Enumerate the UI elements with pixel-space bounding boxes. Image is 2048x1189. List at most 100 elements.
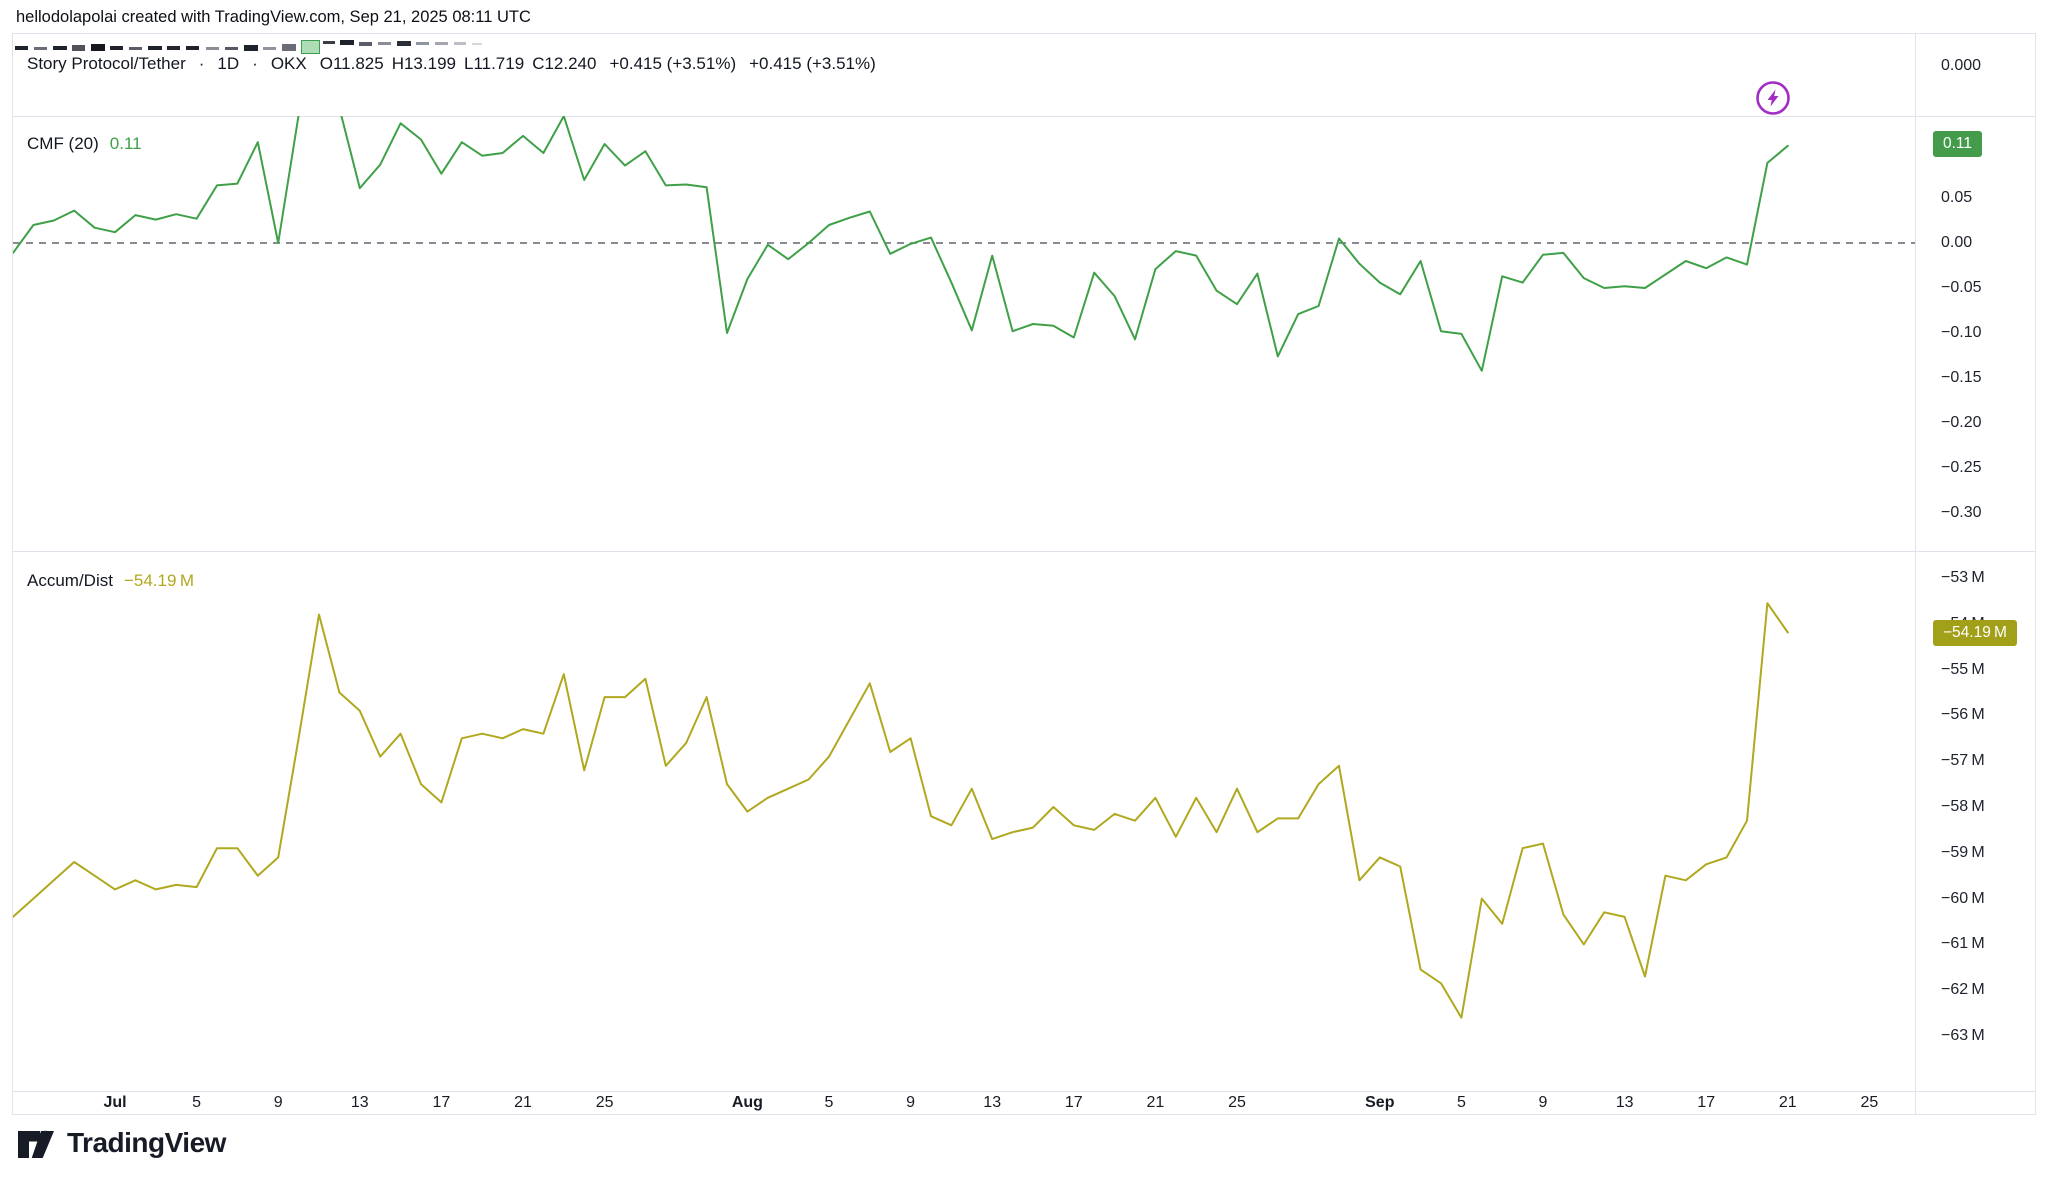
time-label-day: 9 [1538,1094,1548,1111]
candle [167,46,180,50]
time-label-day: 21 [1778,1094,1797,1111]
price-scale[interactable]: 0.000 0.100.050.00−0.05−0.10−0.15−0.20−0… [1916,34,2034,1091]
candle [91,44,105,51]
time-label-day: 25 [595,1094,614,1111]
accum-axis-tick: −56 M [1941,706,1985,724]
candle [416,42,429,45]
accum-axis-tick: −57 M [1941,752,1985,770]
candle [263,47,276,50]
accum-axis-tick: −58 M [1941,798,1985,815]
accum-dist-line-series [13,602,1789,1019]
candle [53,46,67,50]
change-value-repeat: +0.415 (+3.51%) [749,54,876,73]
candle [454,42,466,45]
candle [15,46,28,50]
candle [435,42,448,45]
time-label-day: 13 [350,1094,369,1111]
symbol-legend: Story Protocol/Tether · 1D · OKX O11.825… [27,54,876,74]
candle [378,42,391,45]
time-label-day: 13 [1615,1094,1634,1111]
time-label-month: Aug [731,1094,763,1111]
symbol-interval[interactable]: 1D [217,54,240,73]
tradingview-logo-icon [18,1130,54,1158]
cmf-axis-tick: −0.05 [1941,279,1982,296]
legend-separator: · [252,54,258,73]
accum-axis-tick: −59 M [1941,843,1985,861]
ohlc-close: C12.240 [532,54,597,73]
lightning-icon[interactable] [1751,76,1795,120]
candle [206,47,219,50]
ohlc-high: H13.199 [391,54,456,73]
accum-axis-tick: −62 M [1941,981,1985,999]
cmf-axis-tick: −0.25 [1941,459,1982,476]
time-label-day: 13 [983,1094,1002,1111]
candle [472,43,482,45]
cmf-legend: CMF (20) 0.11 [27,134,142,154]
cmf-axis-tick: 0.00 [1941,234,1973,251]
time-label-day: 17 [432,1094,451,1111]
accum-last-value-badge: −54.19 M [1933,619,2017,646]
ohlc-low: L11.719 [463,54,525,73]
time-label-day: 5 [1456,1094,1466,1111]
legend-separator: · [198,54,205,73]
attribution-text: hellodolapolai created with TradingView.… [16,8,531,26]
candle [34,47,47,50]
pane-separator[interactable] [13,116,2035,117]
price-pane-tick: 0.000 [1941,57,1982,74]
accum-axis-tick: −63 M [1941,1027,1985,1044]
price-scale-separator [1915,34,1916,1114]
cmf-last-value-badge: 0.11 [1933,131,1983,157]
time-axis-separator [13,1091,2035,1092]
candle [340,40,354,45]
accum-axis-tick: −61 M [1941,935,1985,953]
candle [397,41,411,46]
time-label-day: 17 [1064,1094,1083,1111]
time-label-day: 5 [824,1094,834,1111]
cmf-axis-tick: −0.15 [1941,369,1982,386]
cmf-value: 0.11 [109,134,142,153]
cmf-pane[interactable] [13,116,1915,551]
time-scale[interactable]: Jul 5 9 13 17 21 25 Aug 5 9 13 17 21 25 Sep 5 9 13 17 21 25 [13,1091,1915,1113]
candle [110,46,123,50]
price-pane-strip[interactable] [13,34,1915,116]
candle [148,46,162,50]
candle-up [301,40,320,54]
pane-separator[interactable] [13,551,2035,552]
time-label-day: 9 [273,1094,283,1111]
cmf-line-series [13,116,1789,372]
candle [72,45,85,51]
accum-dist-pane[interactable] [13,551,1915,1091]
candle [323,41,335,44]
candle [186,46,199,50]
change-value: +0.415 (+3.51%) [609,54,737,73]
time-label-day: 25 [1860,1094,1879,1111]
accum-legend: Accum/Dist −54.19 M [27,571,194,591]
time-label-day: 21 [1146,1094,1165,1111]
symbol-title[interactable]: Story Protocol/Tether [27,54,186,73]
tradingview-logo-text: TradingView [67,1127,226,1158]
candle [129,47,142,50]
candle [282,44,296,51]
time-label-day: 21 [514,1094,532,1111]
accum-axis-tick: −55 M [1941,660,1985,678]
time-label-day: 5 [192,1094,202,1111]
time-label-day: 17 [1697,1094,1716,1111]
candle [225,47,238,50]
time-label-day: 25 [1228,1094,1246,1111]
cmf-axis-tick: −0.20 [1941,414,1982,431]
accum-value: −54.19 M [123,571,195,590]
symbol-exchange[interactable]: OKX [270,54,307,73]
chart-area[interactable]: Story Protocol/Tether · 1D · OKX O11.825… [12,33,2036,1115]
candle [359,42,372,46]
accum-axis-tick: −53 M [1941,569,1985,586]
time-label-month: Jul [103,1094,127,1111]
cmf-axis-tick: −0.10 [1941,324,1982,341]
accum-label[interactable]: Accum/Dist [27,571,113,590]
accum-axis-tick: −60 M [1941,889,1985,907]
cmf-axis-tick: 0.05 [1941,189,1973,206]
ohlc-open: O11.825 [319,54,384,73]
cmf-label[interactable]: CMF (20) [27,134,99,153]
time-label-month: Sep [1365,1094,1395,1111]
tradingview-logo[interactable]: TradingView [15,1122,226,1164]
